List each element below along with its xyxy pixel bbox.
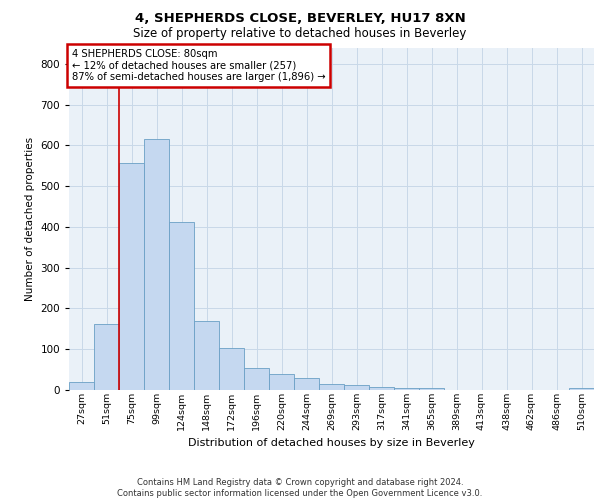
Text: Size of property relative to detached houses in Beverley: Size of property relative to detached ho… xyxy=(133,28,467,40)
Bar xyxy=(144,139,169,390)
X-axis label: Distribution of detached houses by size in Beverley: Distribution of detached houses by size … xyxy=(188,438,475,448)
Bar xyxy=(294,378,319,390)
Bar xyxy=(394,388,419,390)
Bar xyxy=(569,388,594,390)
Text: 4, SHEPHERDS CLOSE, BEVERLEY, HU17 8XN: 4, SHEPHERDS CLOSE, BEVERLEY, HU17 8XN xyxy=(134,12,466,26)
Bar xyxy=(369,386,394,390)
Bar xyxy=(419,388,444,390)
Y-axis label: Number of detached properties: Number of detached properties xyxy=(25,136,35,301)
Bar xyxy=(244,368,269,390)
Bar xyxy=(194,320,219,390)
Bar xyxy=(344,385,369,390)
Text: 4 SHEPHERDS CLOSE: 80sqm
← 12% of detached houses are smaller (257)
87% of semi-: 4 SHEPHERDS CLOSE: 80sqm ← 12% of detach… xyxy=(71,49,325,82)
Bar xyxy=(119,163,144,390)
Bar xyxy=(319,384,344,390)
Bar xyxy=(69,382,94,390)
Bar xyxy=(169,222,194,390)
Bar xyxy=(94,324,119,390)
Bar xyxy=(269,374,294,390)
Bar xyxy=(219,348,244,390)
Text: Contains HM Land Registry data © Crown copyright and database right 2024.
Contai: Contains HM Land Registry data © Crown c… xyxy=(118,478,482,498)
